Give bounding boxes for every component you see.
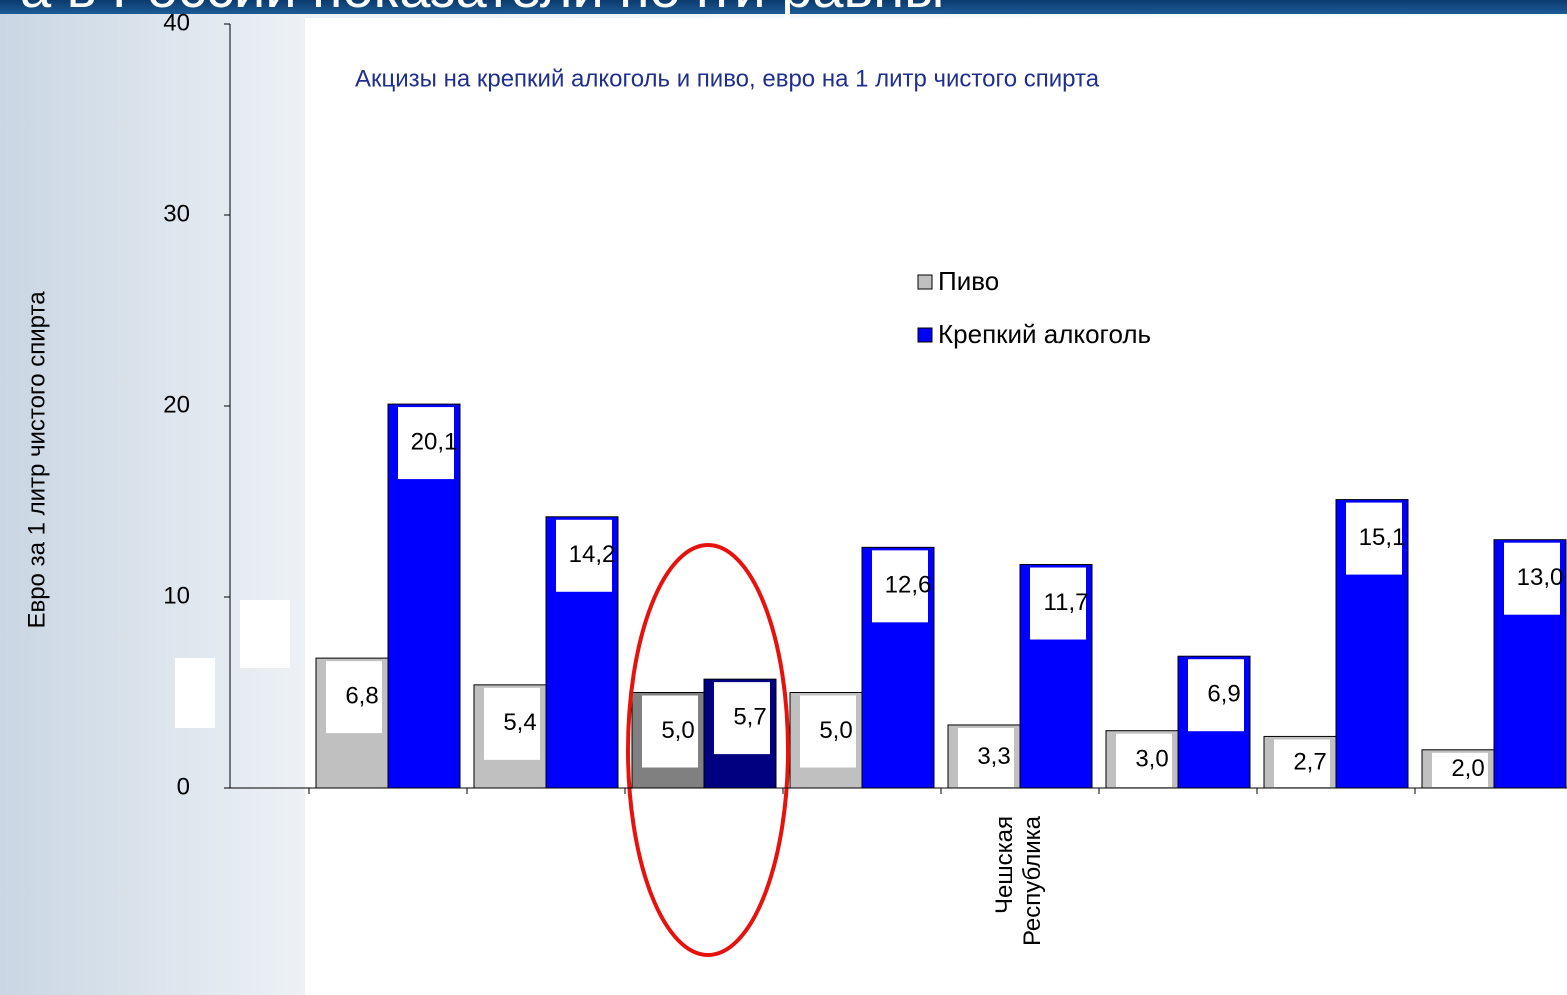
legend-label: Крепкий алкоголь (938, 319, 1151, 349)
value-label: 3,3 (977, 743, 1010, 770)
value-label-box (1432, 752, 1488, 787)
value-label-box (1346, 502, 1402, 575)
value-label-box (484, 687, 540, 760)
value-label: 5,4 (503, 709, 536, 736)
value-label: 2,0 (1451, 755, 1484, 782)
y-tick-label: 10 (163, 582, 190, 609)
value-label-box (398, 407, 454, 480)
y-tick-label: 20 (163, 391, 190, 418)
legend-swatch (917, 274, 933, 290)
value-label-box (1030, 567, 1086, 640)
y-tick-label: 30 (163, 200, 190, 227)
value-label-box (872, 550, 928, 623)
highlight-ellipse (626, 543, 790, 957)
value-label: 6,8 (345, 682, 378, 709)
value-label-box (800, 695, 856, 768)
value-label: 11,7 (1044, 589, 1089, 616)
value-label-box (556, 519, 612, 592)
value-label: 13,0 (1517, 564, 1564, 591)
value-label-box (1274, 739, 1330, 787)
value-label: 5,7 (733, 703, 766, 730)
header-title: а в России показатели почти равны (20, 0, 944, 19)
value-label-box (1116, 733, 1172, 787)
value-label-box (958, 727, 1014, 787)
value-label: 5,0 (661, 717, 694, 744)
value-label-box (642, 695, 698, 768)
value-label: 15,1 (1359, 524, 1406, 551)
value-label-box (714, 682, 770, 755)
decor (240, 600, 290, 668)
value-label-box (1504, 542, 1560, 615)
value-label: 6,9 (1207, 681, 1240, 708)
header-band (0, 0, 1567, 14)
y-axis-label: Евро за 1 литр чистого спирта (23, 291, 50, 629)
value-label-box (1188, 659, 1244, 732)
chart-title: Акцизы на крепкий алкоголь и пиво, евро … (355, 65, 1100, 92)
value-label: 12,6 (885, 572, 932, 599)
value-label: 14,2 (569, 541, 616, 568)
y-tick-label: 40 (163, 9, 190, 36)
value-label: 2,7 (1293, 749, 1326, 776)
legend-label: Пиво (938, 266, 999, 296)
value-label: 3,0 (1135, 746, 1168, 773)
value-label: 20,1 (411, 428, 458, 455)
value-label: 5,0 (819, 717, 852, 744)
y-tick-label: 0 (177, 773, 190, 800)
x-tick-label: ЧешскаяРеспублика (991, 815, 1046, 946)
decor (175, 658, 215, 728)
value-label-box (326, 661, 382, 734)
legend-swatch (917, 327, 933, 343)
